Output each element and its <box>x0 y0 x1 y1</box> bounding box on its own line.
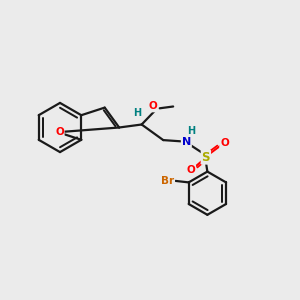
Text: O: O <box>220 138 229 148</box>
Text: O: O <box>55 127 64 137</box>
Text: N: N <box>182 136 191 147</box>
Text: H: H <box>188 126 196 136</box>
Text: Br: Br <box>161 176 174 186</box>
Text: O: O <box>149 101 158 112</box>
Text: O: O <box>187 165 195 176</box>
Text: H: H <box>133 108 141 118</box>
Text: S: S <box>202 151 210 164</box>
